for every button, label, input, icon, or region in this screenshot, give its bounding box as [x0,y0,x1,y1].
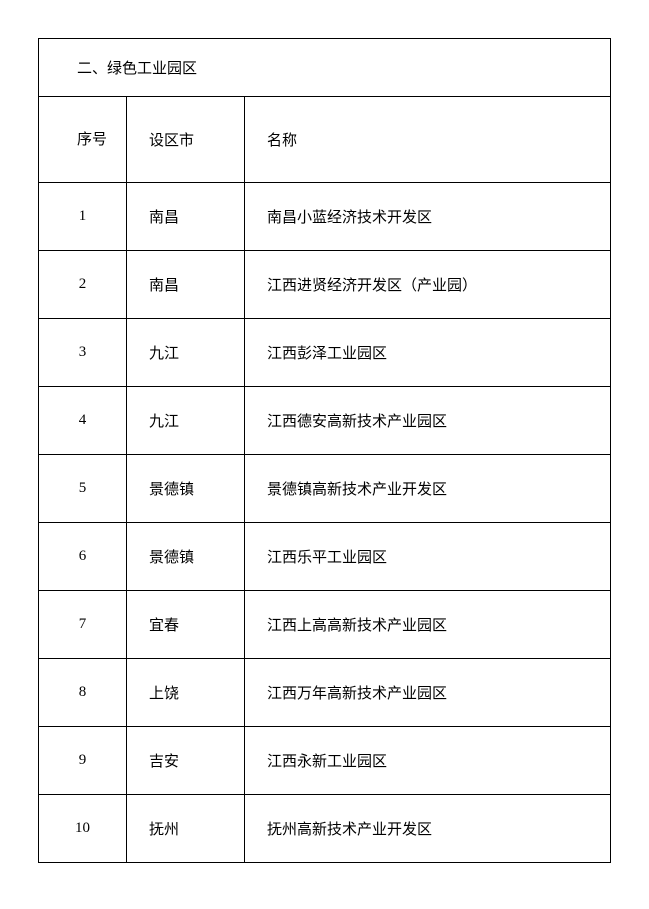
cell-seq: 2 [39,251,127,319]
cell-seq: 7 [39,591,127,659]
cell-city: 南昌 [127,183,245,251]
cell-name: 景德镇高新技术产业开发区 [245,455,611,523]
cell-seq: 6 [39,523,127,591]
table-row: 9 吉安 江西永新工业园区 [39,727,611,795]
table-row: 1 南昌 南昌小蓝经济技术开发区 [39,183,611,251]
cell-city: 九江 [127,387,245,455]
cell-name: 江西德安高新技术产业园区 [245,387,611,455]
cell-city: 宜春 [127,591,245,659]
cell-name: 江西进贤经济开发区（产业园） [245,251,611,319]
column-header-city: 设区市 [127,97,245,183]
cell-seq: 1 [39,183,127,251]
cell-name: 江西万年高新技术产业园区 [245,659,611,727]
table-row: 3 九江 江西彭泽工业园区 [39,319,611,387]
cell-name: 江西乐平工业园区 [245,523,611,591]
table-row: 4 九江 江西德安高新技术产业园区 [39,387,611,455]
cell-seq: 10 [39,795,127,863]
table-row: 10 抚州 抚州高新技术产业开发区 [39,795,611,863]
cell-name: 南昌小蓝经济技术开发区 [245,183,611,251]
table-row: 8 上饶 江西万年高新技术产业园区 [39,659,611,727]
table-header-row: 序号 设区市 名称 [39,97,611,183]
cell-seq: 4 [39,387,127,455]
green-industrial-parks-table: 二、绿色工业园区 序号 设区市 名称 1 南昌 南昌小蓝经济技术开发区 2 南昌… [38,38,611,863]
cell-seq: 9 [39,727,127,795]
table-row: 2 南昌 江西进贤经济开发区（产业园） [39,251,611,319]
cell-name: 抚州高新技术产业开发区 [245,795,611,863]
cell-name: 江西彭泽工业园区 [245,319,611,387]
column-header-seq: 序号 [39,97,127,183]
cell-name: 江西永新工业园区 [245,727,611,795]
cell-city: 景德镇 [127,455,245,523]
cell-seq: 3 [39,319,127,387]
cell-city: 上饶 [127,659,245,727]
cell-city: 吉安 [127,727,245,795]
table-title-row: 二、绿色工业园区 [39,39,611,97]
cell-city: 抚州 [127,795,245,863]
cell-city: 景德镇 [127,523,245,591]
column-header-name: 名称 [245,97,611,183]
table-row: 7 宜春 江西上高高新技术产业园区 [39,591,611,659]
cell-seq: 5 [39,455,127,523]
table-row: 6 景德镇 江西乐平工业园区 [39,523,611,591]
cell-city: 南昌 [127,251,245,319]
cell-seq: 8 [39,659,127,727]
table-title: 二、绿色工业园区 [39,39,611,97]
table-row: 5 景德镇 景德镇高新技术产业开发区 [39,455,611,523]
cell-name: 江西上高高新技术产业园区 [245,591,611,659]
cell-city: 九江 [127,319,245,387]
